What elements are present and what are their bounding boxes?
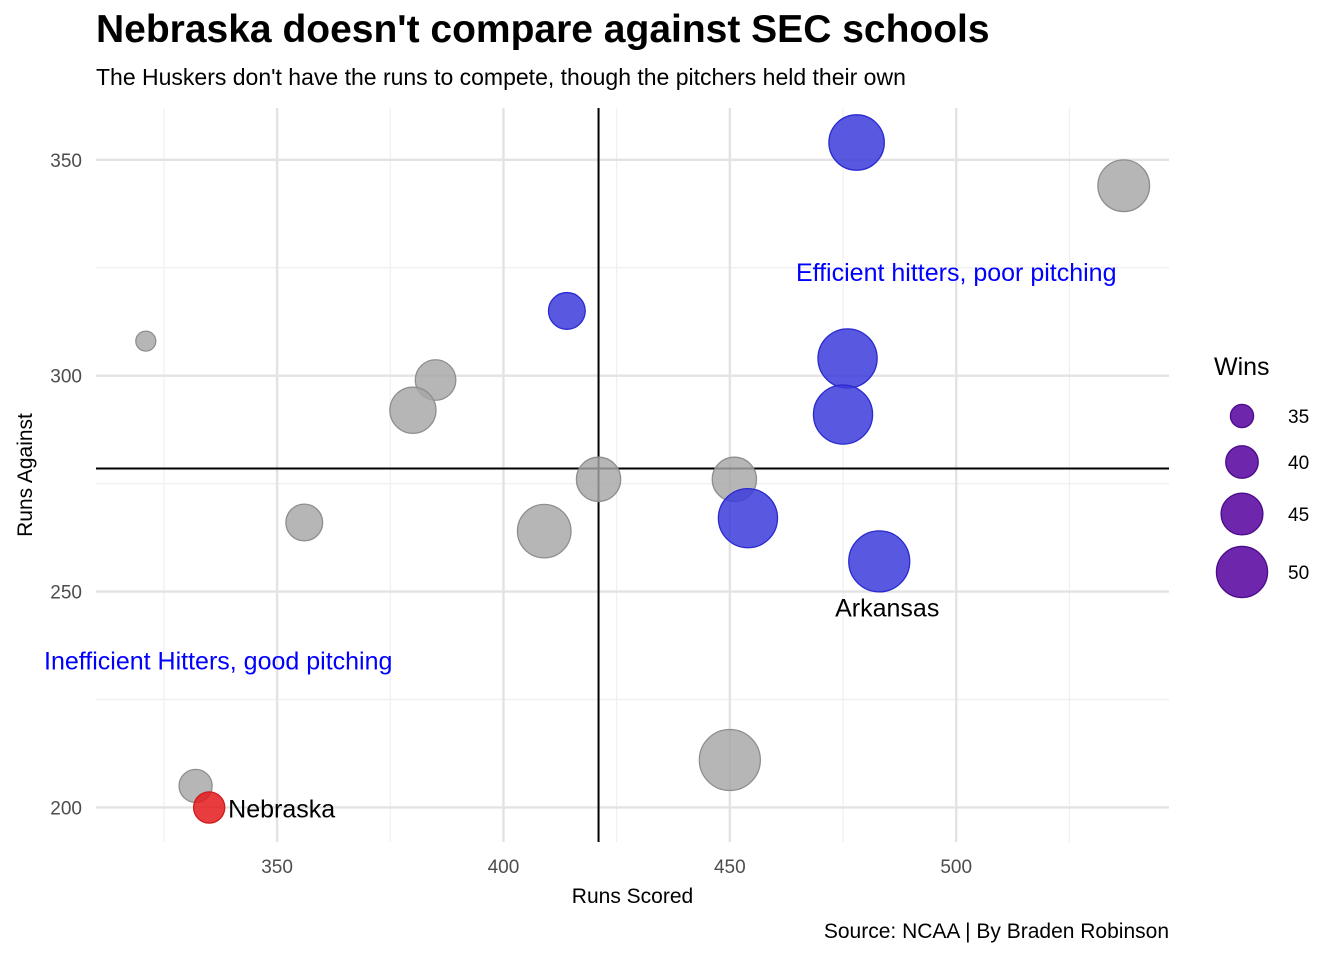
legend-key-circle	[1229, 403, 1255, 429]
grid-lines	[96, 108, 1169, 842]
legend-key-label: 40	[1288, 453, 1309, 474]
reference-lines	[96, 108, 1169, 842]
legend-key-circle	[1225, 445, 1259, 479]
data-point-other	[135, 330, 157, 352]
point-label: Arkansas	[835, 594, 939, 622]
legend-title: Wins	[1214, 353, 1270, 381]
y-tick-label: 250	[50, 583, 82, 604]
data-point-other	[285, 503, 324, 542]
legend-key-circle	[1215, 545, 1269, 599]
quadrant-annotation: Inefficient Hitters, good pitching	[44, 648, 392, 676]
data-point-highlight	[812, 384, 874, 445]
quadrant-annotation: Efficient hitters, poor pitching	[796, 259, 1117, 287]
data-point-nebraska	[192, 791, 226, 824]
legend-key-label: 35	[1288, 407, 1309, 428]
x-tick-label: 500	[940, 857, 972, 878]
x-axis-label: Runs Scored	[572, 885, 693, 908]
x-tick-label: 350	[261, 857, 293, 878]
data-point-other	[516, 503, 572, 559]
data-point-other	[575, 456, 622, 503]
chart-title: Nebraska doesn't compare against SEC sch…	[96, 8, 990, 51]
legend-key-circle	[1220, 492, 1264, 536]
data-points	[135, 114, 1151, 824]
y-axis-label: Runs Against	[14, 413, 37, 537]
data-point-highlight	[848, 530, 911, 593]
size-legend: Wins 35 40 45 50	[1214, 353, 1309, 599]
y-tick-label: 300	[50, 367, 82, 388]
point-label: Nebraska	[228, 795, 335, 823]
x-tick-label: 400	[488, 857, 520, 878]
quadrant-annotations: Efficient hitters, poor pitching Ineffici…	[44, 259, 1116, 676]
chart-subtitle: The Huskers don't have the runs to compe…	[96, 64, 906, 90]
y-tick-label: 200	[50, 798, 82, 819]
data-point-other	[698, 728, 761, 792]
data-point-other	[389, 386, 437, 434]
data-point-other	[1097, 159, 1151, 213]
data-point-highlight	[828, 114, 885, 171]
y-tick-label: 350	[50, 151, 82, 172]
legend-key-label: 50	[1288, 563, 1309, 584]
chart-caption: Source: NCAA | By Braden Robinson	[823, 920, 1169, 943]
axes: 350 400 450 500 200 250 300 350 Runs Scored Runs …	[14, 151, 972, 908]
legend-key-label: 45	[1288, 505, 1309, 526]
data-point-highlight	[547, 291, 586, 330]
data-point-highlight	[817, 328, 878, 389]
x-tick-label: 450	[714, 857, 746, 878]
point-labels: Arkansas Nebraska	[228, 594, 939, 823]
data-point-highlight	[717, 487, 779, 549]
